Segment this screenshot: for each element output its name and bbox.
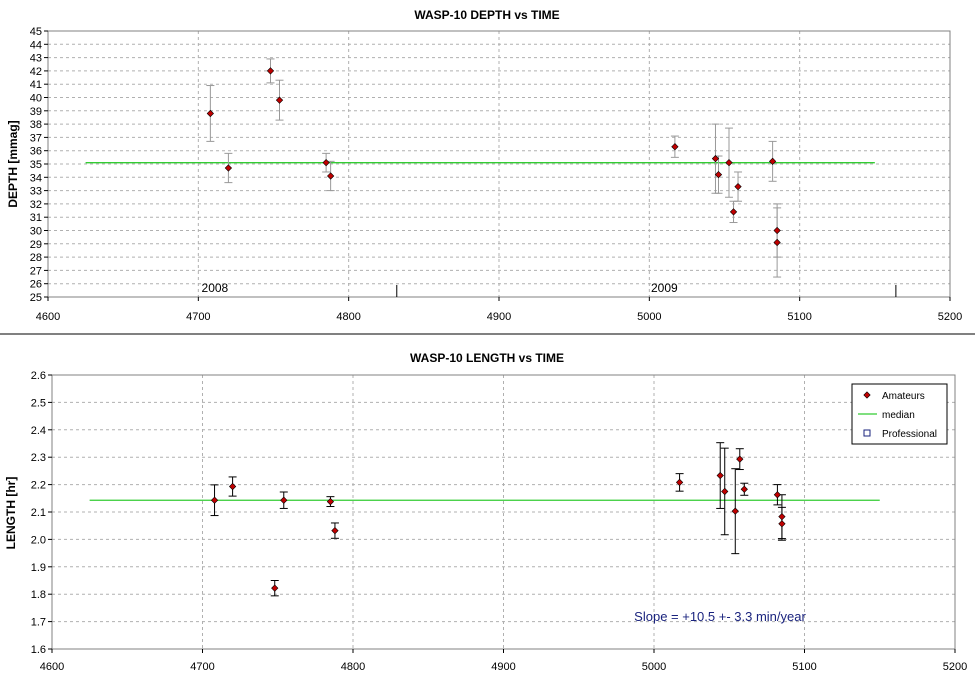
legend: Amateurs median Professional <box>851 383 948 445</box>
depth-x-tick-label: 5100 <box>787 311 811 323</box>
depth-data-point <box>725 159 733 167</box>
depth-data-point <box>266 67 275 75</box>
depth-y-tick-label: 27 <box>30 265 42 277</box>
depth-y-axis-label: DEPTH [mmag] <box>6 120 20 207</box>
depth-y-tick-label: 33 <box>30 186 42 198</box>
depth-x-tick-label: 4800 <box>336 311 360 323</box>
length-data-point <box>210 496 219 504</box>
length-data-point <box>716 471 724 480</box>
length-data-point <box>736 455 744 463</box>
depth-data-point <box>206 109 214 118</box>
depth-data-point <box>327 172 335 180</box>
depth-data-point <box>768 157 777 165</box>
depth-data-point <box>773 226 781 235</box>
length-data-point <box>778 513 786 521</box>
length-y-tick-label: 1.8 <box>31 589 46 601</box>
depth-y-tick-label: 42 <box>30 66 42 78</box>
length-data-point <box>721 487 729 496</box>
legend-square-marker <box>863 429 871 437</box>
depth-y-tick-label: 26 <box>30 279 42 291</box>
length-y-tick-label: 2.4 <box>31 425 46 437</box>
length-y-tick-label: 1.6 <box>31 644 46 656</box>
depth-y-tick-label: 32 <box>30 199 42 211</box>
length-x-tick-label: 4700 <box>190 661 214 673</box>
length-data-point <box>675 478 684 487</box>
depth-data-point <box>322 159 330 167</box>
depth-y-tick-label: 37 <box>30 132 42 144</box>
depth-year-label: 2008 <box>202 281 229 295</box>
depth-y-tick-label: 45 <box>30 26 42 38</box>
depth-y-tick-label: 28 <box>30 252 42 264</box>
length-y-tick-label: 2.3 <box>31 452 46 464</box>
depth-y-tick-label: 30 <box>30 226 42 238</box>
length-y-axis-label: LENGTH [hr] <box>4 477 18 550</box>
depth-data-point <box>729 208 738 216</box>
depth-x-tick-label: 5200 <box>938 311 962 323</box>
depth-x-tick-label: 5000 <box>637 311 661 323</box>
length-x-tick-label: 5000 <box>642 661 666 673</box>
depth-data-point <box>275 96 284 104</box>
length-data-point <box>280 496 288 504</box>
depth-year-label: 2009 <box>651 281 678 295</box>
depth-y-tick-label: 44 <box>30 39 42 51</box>
length-y-tick-label: 2.5 <box>31 397 46 409</box>
length-chart: 1.6 1.7 1.8 1.9 2.0 2.1 2.2 2.3 2.4 2.5 2.6 4600 470… <box>31 370 968 673</box>
depth-y-tick-label: 36 <box>30 146 42 158</box>
length-data-point <box>740 485 748 493</box>
depth-chart-title: WASP-10 DEPTH vs TIME <box>414 8 559 22</box>
legend-diamond-marker <box>863 391 871 399</box>
depth-y-tick-label: 25 <box>30 292 42 304</box>
length-x-tick-label: 5100 <box>792 661 816 673</box>
depth-y-tick-label: 43 <box>30 53 42 65</box>
depth-y-tick-label: 31 <box>30 212 42 224</box>
slope-annotation: Slope = +10.5 +- 3.3 min/year <box>634 609 806 624</box>
length-data-point <box>778 520 786 528</box>
length-y-tick-label: 1.7 <box>31 617 46 629</box>
depth-y-tick-label: 39 <box>30 106 42 118</box>
length-y-tick-label: 2.1 <box>31 507 46 519</box>
length-x-tick-label: 4800 <box>341 661 365 673</box>
length-x-tick-label: 4900 <box>491 661 515 673</box>
length-data-point <box>773 491 782 499</box>
length-data-point <box>228 482 237 491</box>
depth-data-point <box>714 171 723 179</box>
depth-y-tick-label: 35 <box>30 159 42 171</box>
length-data-point <box>326 497 335 506</box>
depth-data-point <box>671 143 679 151</box>
length-y-tick-label: 1.9 <box>31 562 46 574</box>
depth-y-tick-label: 34 <box>30 172 42 184</box>
length-data-point <box>731 507 739 515</box>
depth-y-tick-label: 38 <box>30 119 42 131</box>
depth-data-point <box>773 238 781 247</box>
legend-label: Amateurs <box>882 391 925 402</box>
length-y-tick-label: 2.2 <box>31 480 46 492</box>
depth-y-tick-label: 40 <box>30 93 42 105</box>
length-x-tick-label: 4600 <box>40 661 64 673</box>
depth-data-point <box>711 155 720 163</box>
depth-x-tick-label: 4700 <box>186 311 210 323</box>
depth-x-tick-label: 4600 <box>36 311 60 323</box>
legend-label: Professional <box>882 429 937 440</box>
length-y-tick-label: 2.6 <box>31 370 46 382</box>
depth-y-tick-label: 29 <box>30 239 42 251</box>
depth-y-tick-label: 41 <box>30 79 42 91</box>
depth-data-point <box>734 182 742 191</box>
depth-data-point <box>224 164 233 172</box>
depth-x-tick-label: 4900 <box>487 311 511 323</box>
length-y-tick-label: 2.0 <box>31 534 46 546</box>
legend-label: median <box>882 410 915 421</box>
length-data-point <box>331 527 339 535</box>
length-chart-title: WASP-10 LENGTH vs TIME <box>410 351 564 365</box>
length-data-point <box>271 584 279 592</box>
length-x-tick-label: 5200 <box>943 661 967 673</box>
